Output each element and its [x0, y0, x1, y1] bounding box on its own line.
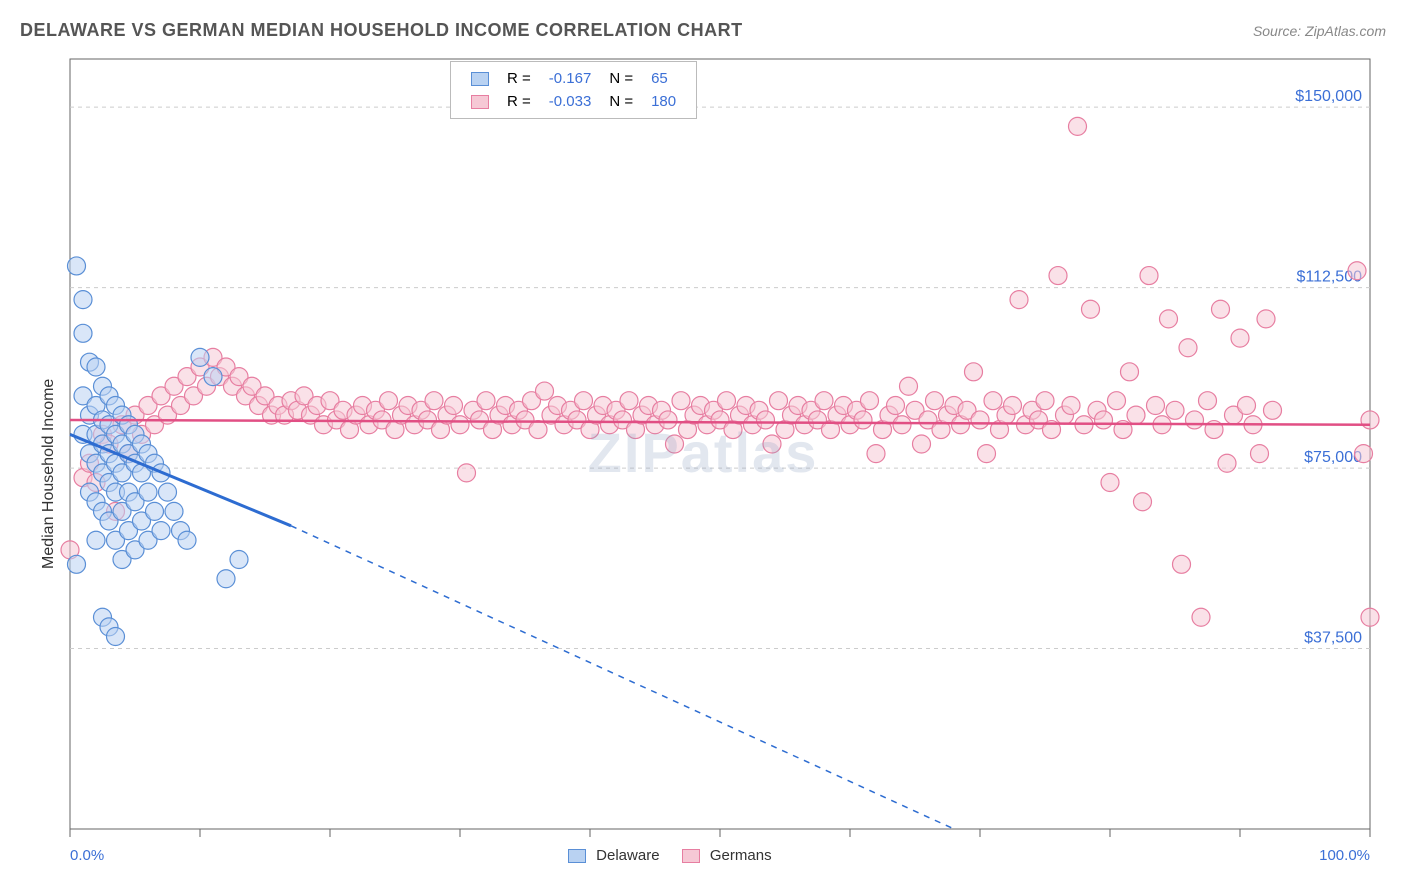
source-label: Source: ZipAtlas.com — [1253, 23, 1386, 39]
swatch-a — [568, 849, 586, 863]
swatch-a — [471, 72, 489, 86]
svg-text:$37,500: $37,500 — [1304, 630, 1362, 647]
chart-title: DELAWARE VS GERMAN MEDIAN HOUSEHOLD INCO… — [20, 20, 743, 41]
y-axis-label: Median Household Income — [40, 379, 58, 569]
swatch-b — [682, 849, 700, 863]
stats-legend: R = -0.167 N = 65 R = -0.033 N = 180 — [450, 61, 697, 119]
svg-text:$75,000: $75,000 — [1304, 449, 1362, 466]
stats-row-b: R = -0.033 N = 180 — [463, 91, 684, 112]
swatch-b — [471, 95, 489, 109]
legend-label-a: Delaware — [596, 847, 659, 864]
svg-text:$150,000: $150,000 — [1295, 88, 1362, 105]
stats-row-a: R = -0.167 N = 65 — [463, 68, 684, 89]
chart-container: $37,500$75,000$112,500$150,000 ZIPatlas … — [20, 49, 1386, 869]
scatter-chart: $37,500$75,000$112,500$150,000 — [20, 49, 1386, 869]
legend-label-b: Germans — [710, 847, 772, 864]
x-axis-max-label: 100.0% — [1319, 847, 1370, 864]
x-axis-min-label: 0.0% — [70, 847, 104, 864]
series-legend: Delaware Germans — [550, 847, 772, 864]
